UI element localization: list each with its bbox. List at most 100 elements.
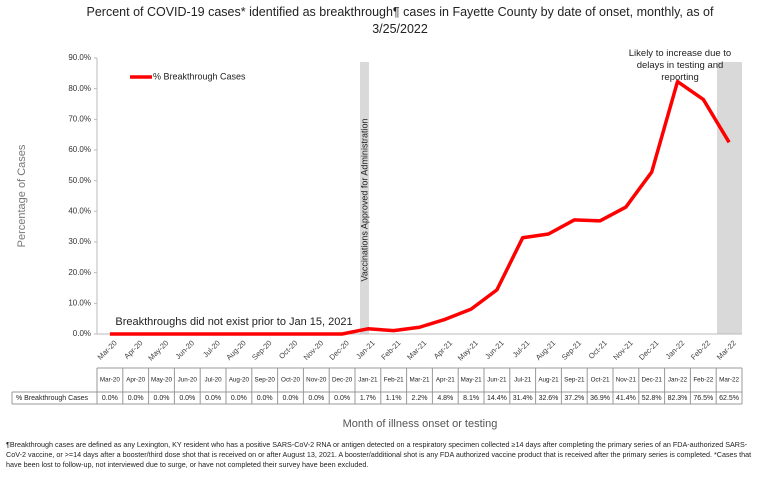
x-tick-label: Dec-20	[327, 338, 350, 361]
table-category: Sep-20	[255, 377, 276, 384]
table-value: 0.0%	[334, 395, 350, 402]
table-category: Nov-20	[306, 377, 327, 384]
x-tick-label: Feb-21	[379, 338, 402, 361]
table-category: May-21	[461, 377, 482, 384]
table-category: Nov-21	[616, 377, 637, 384]
table-value: 52.8%	[642, 395, 662, 402]
table-category: Apr-21	[436, 377, 455, 384]
x-tick-label: Oct-21	[587, 338, 609, 360]
x-tick-label: Dec-21	[637, 338, 660, 361]
y-tick-label: 80.0%	[68, 84, 91, 93]
table-value: 0.0%	[308, 395, 324, 402]
x-tick-label: Nov-20	[302, 338, 325, 361]
table-value: 4.8%	[437, 395, 453, 402]
table-category: Jul-21	[514, 377, 532, 384]
x-tick-label: Jun-20	[174, 338, 197, 361]
table-value: 1.1%	[386, 395, 402, 402]
y-tick-label: 90.0%	[68, 53, 91, 62]
table-category: Feb-22	[693, 377, 713, 384]
reporting-band	[717, 62, 742, 334]
table-category: May-20	[151, 377, 172, 384]
x-tick-label: Jul-21	[511, 338, 532, 359]
x-tick-label: May-21	[456, 338, 480, 362]
annotation: Likely to increase due to delays in test…	[628, 48, 732, 83]
table-category: Jul-20	[205, 377, 223, 384]
chart-title: Percent of COVID-19 cases* identified as…	[86, 5, 714, 36]
table-category: Sep-21	[564, 377, 585, 384]
annotation: Vaccinations Approved for Administration	[359, 119, 369, 282]
table-value: 0.0%	[102, 395, 118, 402]
x-tick-label: Oct-20	[277, 338, 299, 360]
x-tick-label: Nov-21	[611, 338, 634, 361]
table-category: Mar-22	[719, 377, 739, 384]
footnote: ¶Breakthrough cases are defined as any L…	[6, 440, 752, 469]
y-tick-label: 60.0%	[68, 145, 91, 154]
table-value: 1.7%	[360, 395, 376, 402]
y-axis-title: Percentage of Cases	[16, 144, 28, 247]
table-value: 8.1%	[463, 395, 479, 402]
x-tick-label: Sep-20	[250, 338, 273, 361]
y-tick-label: 40.0%	[68, 206, 91, 215]
table-category: Oct-20	[281, 377, 300, 384]
y-tick-label: 30.0%	[68, 237, 91, 246]
table-category: Aug-20	[229, 377, 250, 384]
y-tick-label: 10.0%	[68, 298, 91, 307]
x-tick-label: Sep-21	[560, 338, 583, 361]
table-value: 0.0%	[257, 395, 273, 402]
x-tick-label: Mar-20	[96, 338, 119, 361]
table-value: 2.2%	[412, 395, 428, 402]
legend-label: % Breakthrough Cases	[153, 71, 246, 81]
table-category: Feb-21	[384, 377, 404, 384]
table-value: 76.5%	[693, 395, 713, 402]
chart: Percent of COVID-19 cases* identified as…	[11, 5, 743, 430]
x-tick-label: Mar-21	[405, 338, 428, 361]
table-value: 14.4%	[487, 395, 507, 402]
title-box: Percent of COVID-19 cases* identified as…	[86, 5, 714, 36]
table-category: Jun-20	[178, 377, 198, 384]
data-line	[109, 79, 731, 336]
x-tick-label: Jun-21	[483, 338, 506, 361]
y-tick-label: 20.0%	[68, 268, 91, 277]
x-tick-label: Jul-20	[201, 338, 222, 359]
table-value: 0.0%	[231, 395, 247, 402]
table-category: Jun-21	[487, 377, 507, 384]
table-value: 32.6%	[539, 395, 559, 402]
table-value: 82.3%	[668, 395, 688, 402]
annotation-box: Likely to increase due to delays in test…	[628, 48, 732, 83]
y-tick-label: 70.0%	[68, 114, 91, 123]
table-value: 0.0%	[205, 395, 221, 402]
table-category: Apr-20	[126, 377, 145, 384]
x-tick-label: Aug-20	[224, 338, 247, 361]
table-value: 31.4%	[513, 395, 533, 402]
x-tick-label: May-20	[146, 338, 170, 362]
x-tick-label: Feb-22	[689, 338, 712, 361]
table-value: 41.4%	[616, 395, 636, 402]
x-tick-label: Jan-22	[664, 338, 687, 361]
table-value: 0.0%	[128, 395, 144, 402]
x-tick-label: Aug-21	[534, 338, 557, 361]
table-category: Mar-20	[100, 377, 120, 384]
vaccine-band	[360, 62, 369, 334]
y-tick-label: 50.0%	[68, 176, 91, 185]
table-category: Dec-20	[332, 377, 353, 384]
table-value: 62.5%	[719, 395, 739, 402]
x-tick-label: Apr-20	[122, 338, 144, 360]
table-value: 37.2%	[564, 395, 584, 402]
table-category: Jan-21	[358, 377, 378, 384]
x-tick-label: Mar-22	[715, 338, 738, 361]
table-row-header: % Breakthrough Cases	[16, 395, 88, 402]
table-value: 0.0%	[154, 395, 170, 402]
table-category: Mar-21	[410, 377, 430, 384]
table-category: Dec-21	[642, 377, 663, 384]
x-tick-label: Jan-21	[354, 338, 377, 361]
y-tick-label: 0.0%	[73, 329, 91, 338]
table-value: 0.0%	[179, 395, 195, 402]
table-category: Aug-21	[538, 377, 559, 384]
table-category: Jan-22	[668, 377, 688, 384]
table-value: 0.0%	[283, 395, 299, 402]
table-value: 36.9%	[590, 395, 610, 402]
x-tick-label: Apr-21	[432, 338, 454, 360]
table-category: Oct-21	[591, 377, 610, 384]
x-axis-title: Month of illness onset or testing	[343, 418, 498, 430]
